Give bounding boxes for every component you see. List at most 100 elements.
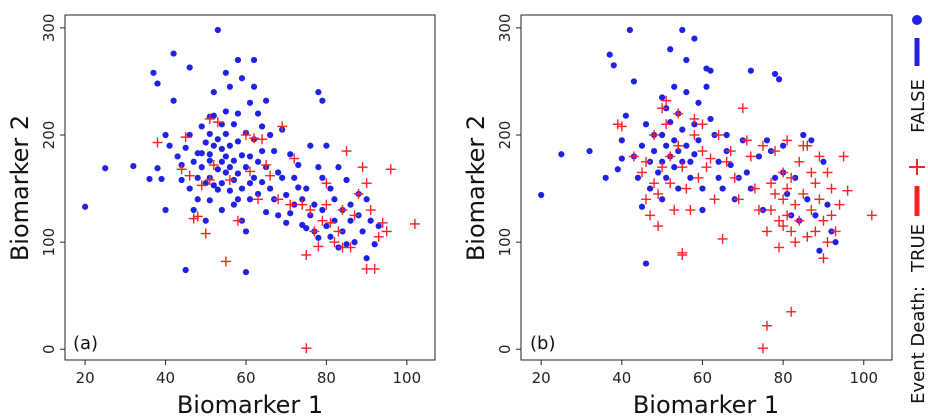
false-point xyxy=(816,247,823,254)
false-point xyxy=(258,123,266,130)
false-point xyxy=(275,212,282,219)
x-tick-label: 40 xyxy=(612,369,631,387)
false-point xyxy=(363,196,370,203)
false-point xyxy=(162,206,169,214)
false-point xyxy=(812,212,819,219)
false-point xyxy=(234,110,242,117)
true-point xyxy=(709,194,720,205)
legend-true-swatch xyxy=(914,186,920,216)
panel-b-x-axis-title: Biomarker 1 xyxy=(633,391,779,417)
true-point xyxy=(673,108,684,119)
false-point xyxy=(198,123,205,130)
false-point xyxy=(602,174,609,181)
false-point xyxy=(250,56,258,64)
false-point xyxy=(186,64,193,71)
false-point xyxy=(186,185,193,192)
x-tick-label: 80 xyxy=(317,369,336,387)
true-point xyxy=(373,231,384,242)
false-point xyxy=(230,201,238,208)
true-point xyxy=(301,250,312,260)
false-point xyxy=(691,151,698,158)
true-point xyxy=(645,210,656,221)
true-point xyxy=(301,343,312,354)
false-point xyxy=(327,185,334,192)
false-point xyxy=(707,115,714,123)
true-point xyxy=(641,194,652,205)
true-point xyxy=(770,146,781,157)
true-point xyxy=(766,178,777,189)
false-point xyxy=(659,158,666,165)
legend-true-label: TRUE xyxy=(908,224,928,273)
false-point xyxy=(250,174,258,181)
false-point xyxy=(214,26,221,34)
true-point xyxy=(761,226,772,237)
false-point xyxy=(723,131,730,139)
false-point xyxy=(254,158,262,165)
false-point xyxy=(226,142,233,149)
false-point xyxy=(638,142,646,149)
x-tick-label: 100 xyxy=(849,369,878,387)
true-point xyxy=(810,178,821,189)
false-point xyxy=(832,239,839,246)
true-point xyxy=(317,215,328,226)
false-point xyxy=(214,166,221,173)
false-point xyxy=(630,78,638,85)
false-point xyxy=(303,185,310,192)
true-point xyxy=(725,146,736,157)
true-point xyxy=(786,172,797,183)
false-point xyxy=(804,196,811,203)
false-point xyxy=(824,201,831,208)
false-point xyxy=(703,83,710,90)
false-point xyxy=(242,269,250,276)
false-point xyxy=(347,201,354,208)
false-point xyxy=(150,69,157,76)
false-point xyxy=(303,225,310,232)
false-point xyxy=(586,147,593,155)
false-point xyxy=(367,217,374,224)
false-point xyxy=(146,175,153,183)
false-point xyxy=(158,175,165,183)
false-point xyxy=(174,153,181,160)
true-point xyxy=(265,170,276,181)
false-point xyxy=(190,206,197,214)
x-tick-label: 80 xyxy=(774,369,793,387)
false-point xyxy=(246,196,254,203)
false-point xyxy=(679,158,686,165)
false-point xyxy=(659,196,666,203)
false-point xyxy=(315,164,322,171)
true-point xyxy=(649,130,660,140)
false-point xyxy=(655,169,662,176)
false-point xyxy=(291,174,298,181)
true-point xyxy=(786,226,797,237)
true-point xyxy=(810,226,821,237)
panel-a-x-axis-title: Biomarker 1 xyxy=(177,391,323,417)
true-point xyxy=(385,164,396,175)
true-point xyxy=(257,134,268,145)
true-point xyxy=(729,172,740,183)
true-point xyxy=(737,103,748,114)
false-point xyxy=(130,162,137,170)
false-point xyxy=(707,67,714,74)
false-point xyxy=(254,190,262,198)
false-point xyxy=(218,145,225,153)
legend-false-marker xyxy=(912,15,922,25)
true-point xyxy=(798,188,809,199)
x-tick-label: 60 xyxy=(693,369,712,387)
true-point xyxy=(866,210,877,221)
false-point xyxy=(226,187,233,194)
false-point xyxy=(238,152,246,159)
true-point xyxy=(782,210,793,221)
false-point xyxy=(634,174,642,181)
true-point xyxy=(261,160,272,170)
x-tick-label: 100 xyxy=(393,369,422,387)
legend-false-swatch xyxy=(914,38,920,66)
false-point xyxy=(679,126,686,133)
false-point xyxy=(283,219,290,226)
x-tick-label: 40 xyxy=(156,369,175,387)
false-point xyxy=(230,157,238,164)
true-point xyxy=(321,178,332,189)
y-tick-label: 300 xyxy=(496,14,514,43)
false-point xyxy=(275,169,282,176)
false-point xyxy=(715,158,722,165)
false-point xyxy=(202,217,209,224)
